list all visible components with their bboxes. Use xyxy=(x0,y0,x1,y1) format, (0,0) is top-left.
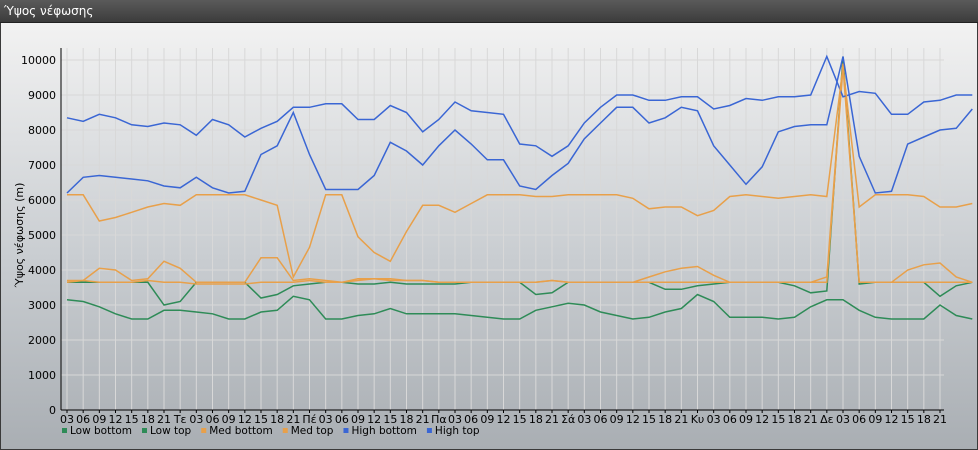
y-tick-label: 7000 xyxy=(28,159,56,172)
x-tick-label: 06 xyxy=(464,413,478,426)
x-tick-label: 15 xyxy=(771,413,785,426)
grid-lines xyxy=(61,48,944,411)
x-tick-label: Δε xyxy=(820,413,834,426)
y-axis-label: Ύψος νέφωσης (m) xyxy=(13,183,26,289)
x-tick-label: 21 xyxy=(674,413,688,426)
x-tick-label: 06 xyxy=(594,413,608,426)
x-tick-label: 12 xyxy=(109,413,123,426)
window-title: Ύψος νέφωσης xyxy=(4,4,94,18)
x-tick-label: Τε xyxy=(173,413,187,426)
x-tick-label: 09 xyxy=(222,413,236,426)
y-tick-label: 5000 xyxy=(28,229,56,242)
x-axis: 03 06 09 12 15 18 21 Τε 03 06 09 12 15 18 21 Πέ 03 06 09 12… xyxy=(60,409,947,426)
legend-swatch xyxy=(426,428,432,433)
x-tick-label: 18 xyxy=(529,413,543,426)
x-tick-label: 06 xyxy=(206,413,220,426)
y-tick-label: 0 xyxy=(49,404,56,417)
x-tick-label: 15 xyxy=(513,413,527,426)
x-tick-label: 12 xyxy=(238,413,252,426)
x-tick-label: 15 xyxy=(125,413,139,426)
x-tick-label: 15 xyxy=(642,413,656,426)
x-tick-label: 18 xyxy=(917,413,931,426)
x-tick-label: 12 xyxy=(497,413,511,426)
y-tick-label: 3000 xyxy=(28,299,56,312)
y-tick-label: 2000 xyxy=(28,334,56,347)
x-tick-label: 12 xyxy=(755,413,769,426)
x-tick-label: 12 xyxy=(885,413,899,426)
x-tick-label: Σά xyxy=(561,413,575,426)
x-tick-label: Πέ xyxy=(302,413,316,426)
x-tick-label: 06 xyxy=(723,413,737,426)
y-tick-label: 9000 xyxy=(28,89,56,102)
legend-label: Med top xyxy=(291,425,334,437)
x-tick-label: 03 xyxy=(189,413,203,426)
y-tick-label: 8000 xyxy=(28,124,56,137)
series-line-0 xyxy=(66,293,973,320)
legend-label: Low top xyxy=(150,425,192,437)
title-bar: Ύψος νέφωσης xyxy=(0,0,978,23)
x-tick-label: 15 xyxy=(254,413,268,426)
x-tick-label: 03 xyxy=(319,413,333,426)
x-tick-label: 21 xyxy=(416,413,430,426)
y-tick-label: 10000 xyxy=(21,54,56,67)
x-tick-label: Πα xyxy=(431,413,447,426)
x-tick-label: 18 xyxy=(400,413,414,426)
y-tick-label: 1000 xyxy=(28,369,56,382)
x-tick-label: 03 xyxy=(707,413,721,426)
x-tick-label: 12 xyxy=(626,413,640,426)
legend-swatch xyxy=(343,428,349,433)
x-tick-label: 03 xyxy=(60,413,74,426)
legend-swatch xyxy=(282,428,288,433)
x-tick-label: 21 xyxy=(804,413,818,426)
legend-label: High bottom xyxy=(351,425,416,437)
x-tick-label: 18 xyxy=(658,413,672,426)
x-tick-label: 03 xyxy=(577,413,591,426)
x-tick-label: 21 xyxy=(157,413,171,426)
legend-label: Med bottom xyxy=(209,425,273,437)
plot-area xyxy=(61,48,944,410)
x-tick-label: Κυ xyxy=(691,413,705,426)
series-line-4 xyxy=(66,56,973,194)
x-tick-label: 18 xyxy=(270,413,284,426)
x-tick-label: 21 xyxy=(545,413,559,426)
series-line-3 xyxy=(66,63,973,284)
x-tick-label: 21 xyxy=(286,413,300,426)
x-tick-label: 09 xyxy=(610,413,624,426)
x-tick-label: 15 xyxy=(383,413,397,426)
x-tick-label: 09 xyxy=(351,413,365,426)
legend-swatch xyxy=(201,428,207,433)
legend-swatch xyxy=(62,428,67,433)
legend-swatch xyxy=(142,428,147,433)
x-tick-label: 09 xyxy=(480,413,494,426)
y-axis: 0 1000 2000 3000 4000 5000 6000 7000 8000 9000 100… xyxy=(21,48,62,417)
x-tick-label: 12 xyxy=(367,413,381,426)
legend: Low bottom Low top Med bottom Med top High b… xyxy=(62,425,480,437)
series-line-6 xyxy=(67,66,973,280)
x-tick-label: 06 xyxy=(852,413,866,426)
x-tick-label: 15 xyxy=(901,413,915,426)
series-line-5 xyxy=(66,54,973,158)
legend-label: High top xyxy=(435,425,480,437)
x-tick-label: 18 xyxy=(141,413,155,426)
x-tick-label: 09 xyxy=(92,413,106,426)
y-tick-label: 4000 xyxy=(28,264,56,277)
series-lines xyxy=(66,54,973,320)
x-tick-label: 18 xyxy=(788,413,802,426)
legend-label: Low bottom xyxy=(70,425,132,437)
x-tick-label: 21 xyxy=(933,413,947,426)
x-tick-label: 09 xyxy=(739,413,753,426)
x-tick-label: 06 xyxy=(335,413,349,426)
y-tick-label: 6000 xyxy=(28,194,56,207)
x-tick-label: 09 xyxy=(868,413,882,426)
x-tick-label: 06 xyxy=(76,413,90,426)
x-tick-label: 03 xyxy=(448,413,462,426)
x-tick-label: 03 xyxy=(836,413,850,426)
